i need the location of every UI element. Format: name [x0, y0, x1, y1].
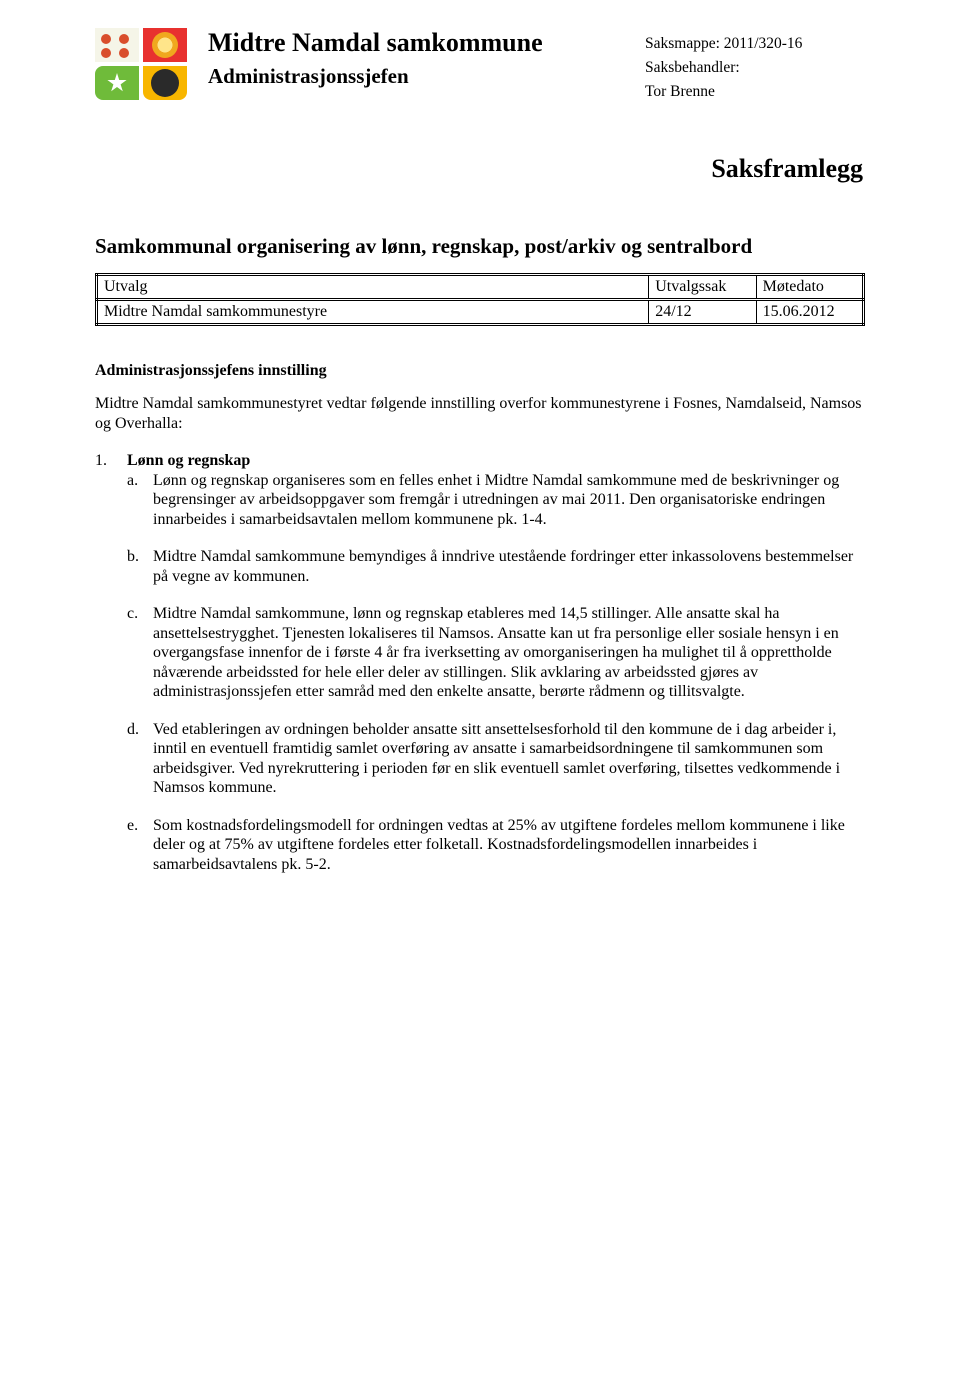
document-header: Midtre Namdal samkommune Administrasjons…	[95, 28, 865, 104]
table-header-row: Utvalg Utvalgssak Møtedato	[97, 275, 864, 300]
cell-utvalg: Midtre Namdal samkommunestyre	[97, 300, 649, 325]
col-utvalg: Utvalg	[97, 275, 649, 300]
saksbehandler-value: Tor Brenne	[645, 83, 715, 100]
subitem-d: d. Ved etableringen av ordningen beholde…	[127, 720, 865, 798]
innstilling-heading: Administrasjonssjefens innstilling	[95, 362, 865, 380]
subitem-c: c. Midtre Namdal samkommune, lønn og reg…	[127, 604, 865, 702]
org-name: Midtre Namdal samkommune	[208, 28, 627, 58]
subitem-letter: a.	[127, 471, 153, 530]
item-number: 1.	[95, 451, 127, 471]
org-block: Midtre Namdal samkommune Administrasjons…	[208, 28, 627, 89]
subitem-text: Midtre Namdal samkommune, lønn og regnsk…	[153, 604, 865, 702]
subitem-letter: d.	[127, 720, 153, 798]
cell-utvalgssak: 24/12	[649, 300, 756, 325]
document-type: Saksframlegg	[95, 154, 863, 184]
saksmappe-value: 2011/320-16	[724, 35, 803, 52]
saksmappe-label: Saksmappe:	[645, 35, 720, 52]
org-logo	[95, 28, 190, 103]
numbered-list: 1.Lønn og regnskap a. Lønn og regnskap o…	[95, 451, 865, 874]
subitem-text: Ved etableringen av ordningen beholder a…	[153, 720, 865, 798]
subitem-text: Midtre Namdal samkommune bemyndiges å in…	[153, 547, 865, 586]
subitem-a: a. Lønn og regnskap organiseres som en f…	[127, 471, 865, 530]
table-row: Midtre Namdal samkommunestyre 24/12 15.0…	[97, 300, 864, 325]
saksbehandler-label: Saksbehandler:	[645, 59, 740, 76]
org-subunit: Administrasjonssjefen	[208, 64, 627, 89]
item-title: Lønn og regnskap	[127, 452, 250, 469]
cell-motedato: 15.06.2012	[756, 300, 863, 325]
subitem-letter: b.	[127, 547, 153, 586]
alpha-list: a. Lønn og regnskap organiseres som en f…	[127, 471, 865, 875]
col-utvalgssak: Utvalgssak	[649, 275, 756, 300]
subitem-letter: e.	[127, 816, 153, 875]
list-item-1: 1.Lønn og regnskap a. Lønn og regnskap o…	[95, 451, 865, 874]
utvalg-table: Utvalg Utvalgssak Møtedato Midtre Namdal…	[95, 273, 865, 326]
col-motedato: Møtedato	[756, 275, 863, 300]
subitem-b: b. Midtre Namdal samkommune bemyndiges å…	[127, 547, 865, 586]
subitem-letter: c.	[127, 604, 153, 702]
subitem-text: Lønn og regnskap organiseres som en fell…	[153, 471, 865, 530]
innstilling-intro: Midtre Namdal samkommunestyret vedtar fø…	[95, 394, 865, 433]
subitem-text: Som kostnadsfordelingsmodell for ordning…	[153, 816, 865, 875]
case-metadata: Saksmappe: 2011/320-16 Saksbehandler: To…	[645, 28, 865, 104]
subitem-e: e. Som kostnadsfordelingsmodell for ordn…	[127, 816, 865, 875]
document-title: Samkommunal organisering av lønn, regnsk…	[95, 234, 865, 259]
